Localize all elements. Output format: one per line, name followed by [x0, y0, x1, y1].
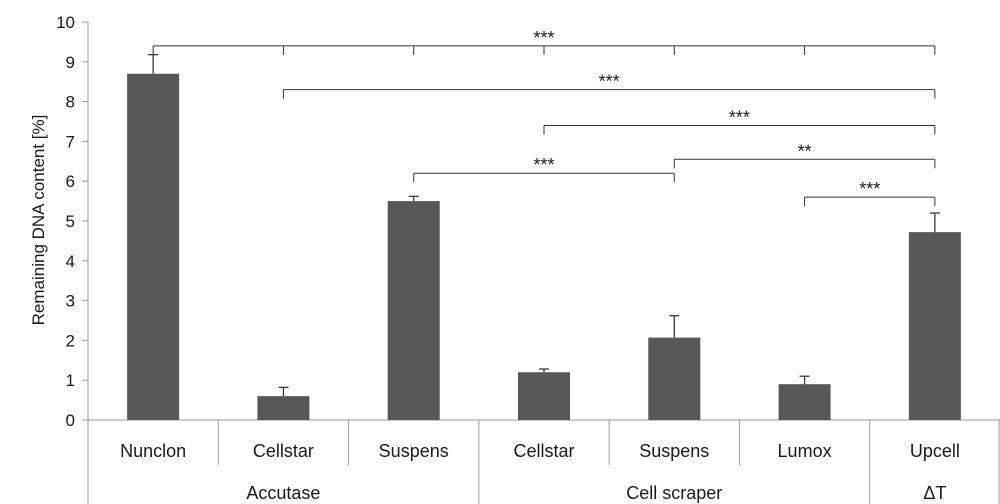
y-tick-label: 2: [66, 331, 75, 350]
bar: [778, 384, 831, 420]
y-axis-label: Remaining DNA content [%]: [29, 115, 48, 326]
group-label: ΔT: [923, 483, 946, 503]
category-labels: Nunclon Cellstar Suspens Cellstar Suspens Lum…: [120, 420, 1000, 504]
category-label: Suspens: [639, 441, 709, 461]
bar: [908, 232, 961, 420]
y-tick-label: 9: [66, 53, 75, 72]
category-label: Cellstar: [513, 441, 574, 461]
y-tick-label: 3: [66, 292, 75, 311]
group-label: Accutase: [246, 483, 320, 503]
y-tick-label: 4: [66, 252, 75, 271]
category-label: Nunclon: [120, 441, 186, 461]
significance-label: ***: [729, 107, 750, 127]
significance-label: ***: [533, 155, 554, 175]
y-tick-label: 1: [66, 371, 75, 390]
bars: [127, 73, 961, 421]
y-tick-label: 6: [66, 172, 75, 191]
bar: [648, 337, 701, 420]
significance-label: ***: [859, 179, 880, 199]
bar: [518, 372, 570, 420]
group-label: Cell scraper: [626, 483, 722, 503]
significance-label: ***: [533, 28, 554, 48]
category-label: Suspens: [379, 441, 449, 461]
bar: [127, 73, 180, 421]
axes: 0 1 2 3 4 5 6 7 8 9 10: [56, 13, 1000, 504]
y-tick-label: 0: [66, 411, 75, 430]
error-bars: [148, 53, 940, 397]
category-label: Upcell: [910, 441, 960, 461]
y-tick-label: 7: [66, 132, 75, 151]
bar: [257, 396, 310, 420]
significance-label: **: [798, 141, 812, 161]
y-tick-label: 10: [56, 13, 75, 32]
significance-brackets: *****************: [152, 28, 936, 207]
significance-label: ***: [599, 72, 620, 92]
y-tick-label: 8: [66, 93, 75, 112]
bar: [387, 201, 440, 420]
category-label: Cellstar: [253, 441, 314, 461]
category-label: Lumox: [778, 441, 832, 461]
y-tick-label: 5: [66, 212, 75, 231]
